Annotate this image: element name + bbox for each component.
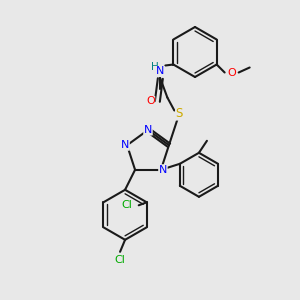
Text: N: N: [121, 140, 129, 150]
Text: N: N: [156, 67, 164, 76]
Text: O: O: [227, 68, 236, 77]
Text: H: H: [152, 61, 159, 71]
Text: N: N: [144, 125, 152, 135]
Text: O: O: [146, 97, 155, 106]
Text: Cl: Cl: [121, 200, 132, 210]
Text: Cl: Cl: [115, 255, 125, 265]
Text: N: N: [159, 165, 167, 175]
Text: S: S: [176, 107, 183, 120]
